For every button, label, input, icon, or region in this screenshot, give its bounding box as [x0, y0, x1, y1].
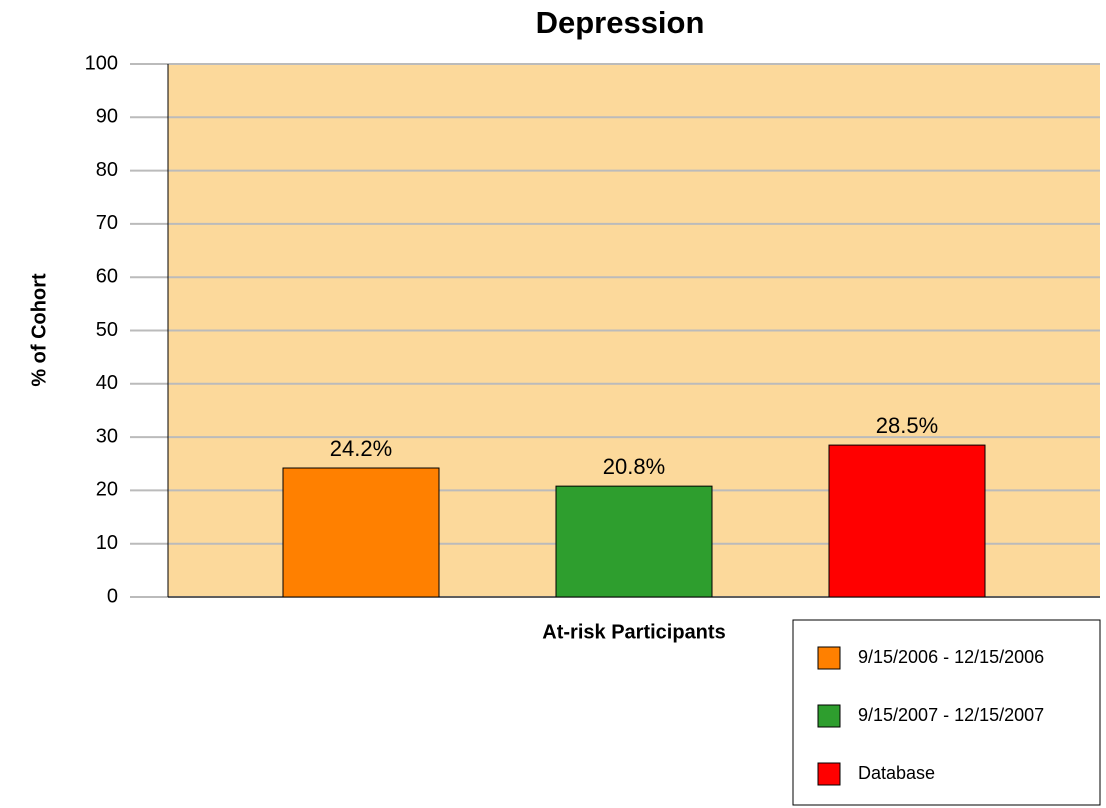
bar: [282, 467, 440, 598]
legend-swatch: [817, 704, 841, 728]
chart-title: Depression: [536, 5, 705, 40]
y-tick-label: 70: [96, 212, 118, 234]
value-label: 20.8%: [603, 454, 665, 479]
y-tick-label: 80: [96, 159, 118, 181]
y-axis-label: % of Cohort: [28, 273, 50, 387]
y-tick-label: 40: [96, 372, 118, 394]
value-label: 28.5%: [876, 413, 938, 438]
y-tick-label: 60: [96, 265, 118, 287]
y-tick-label: 10: [96, 532, 118, 554]
legend-label: Database: [858, 763, 935, 783]
x-tick-label: At-risk Participants: [542, 621, 725, 643]
y-tick-label: 50: [96, 319, 118, 341]
legend-label: 9/15/2007 - 12/15/2007: [858, 705, 1044, 725]
legend-label: 9/15/2006 - 12/15/2006: [858, 647, 1044, 667]
y-tick-label: 20: [96, 479, 118, 501]
legend-swatch: [817, 646, 841, 670]
y-tick-label: 100: [85, 52, 118, 74]
y-tick-label: 0: [107, 585, 118, 607]
value-label: 24.2%: [330, 436, 392, 461]
y-tick-label: 90: [96, 106, 118, 128]
legend-swatch: [817, 762, 841, 786]
y-tick-label: 30: [96, 425, 118, 447]
bar: [828, 444, 986, 598]
bar: [555, 485, 713, 598]
legend-box: [792, 619, 1101, 806]
